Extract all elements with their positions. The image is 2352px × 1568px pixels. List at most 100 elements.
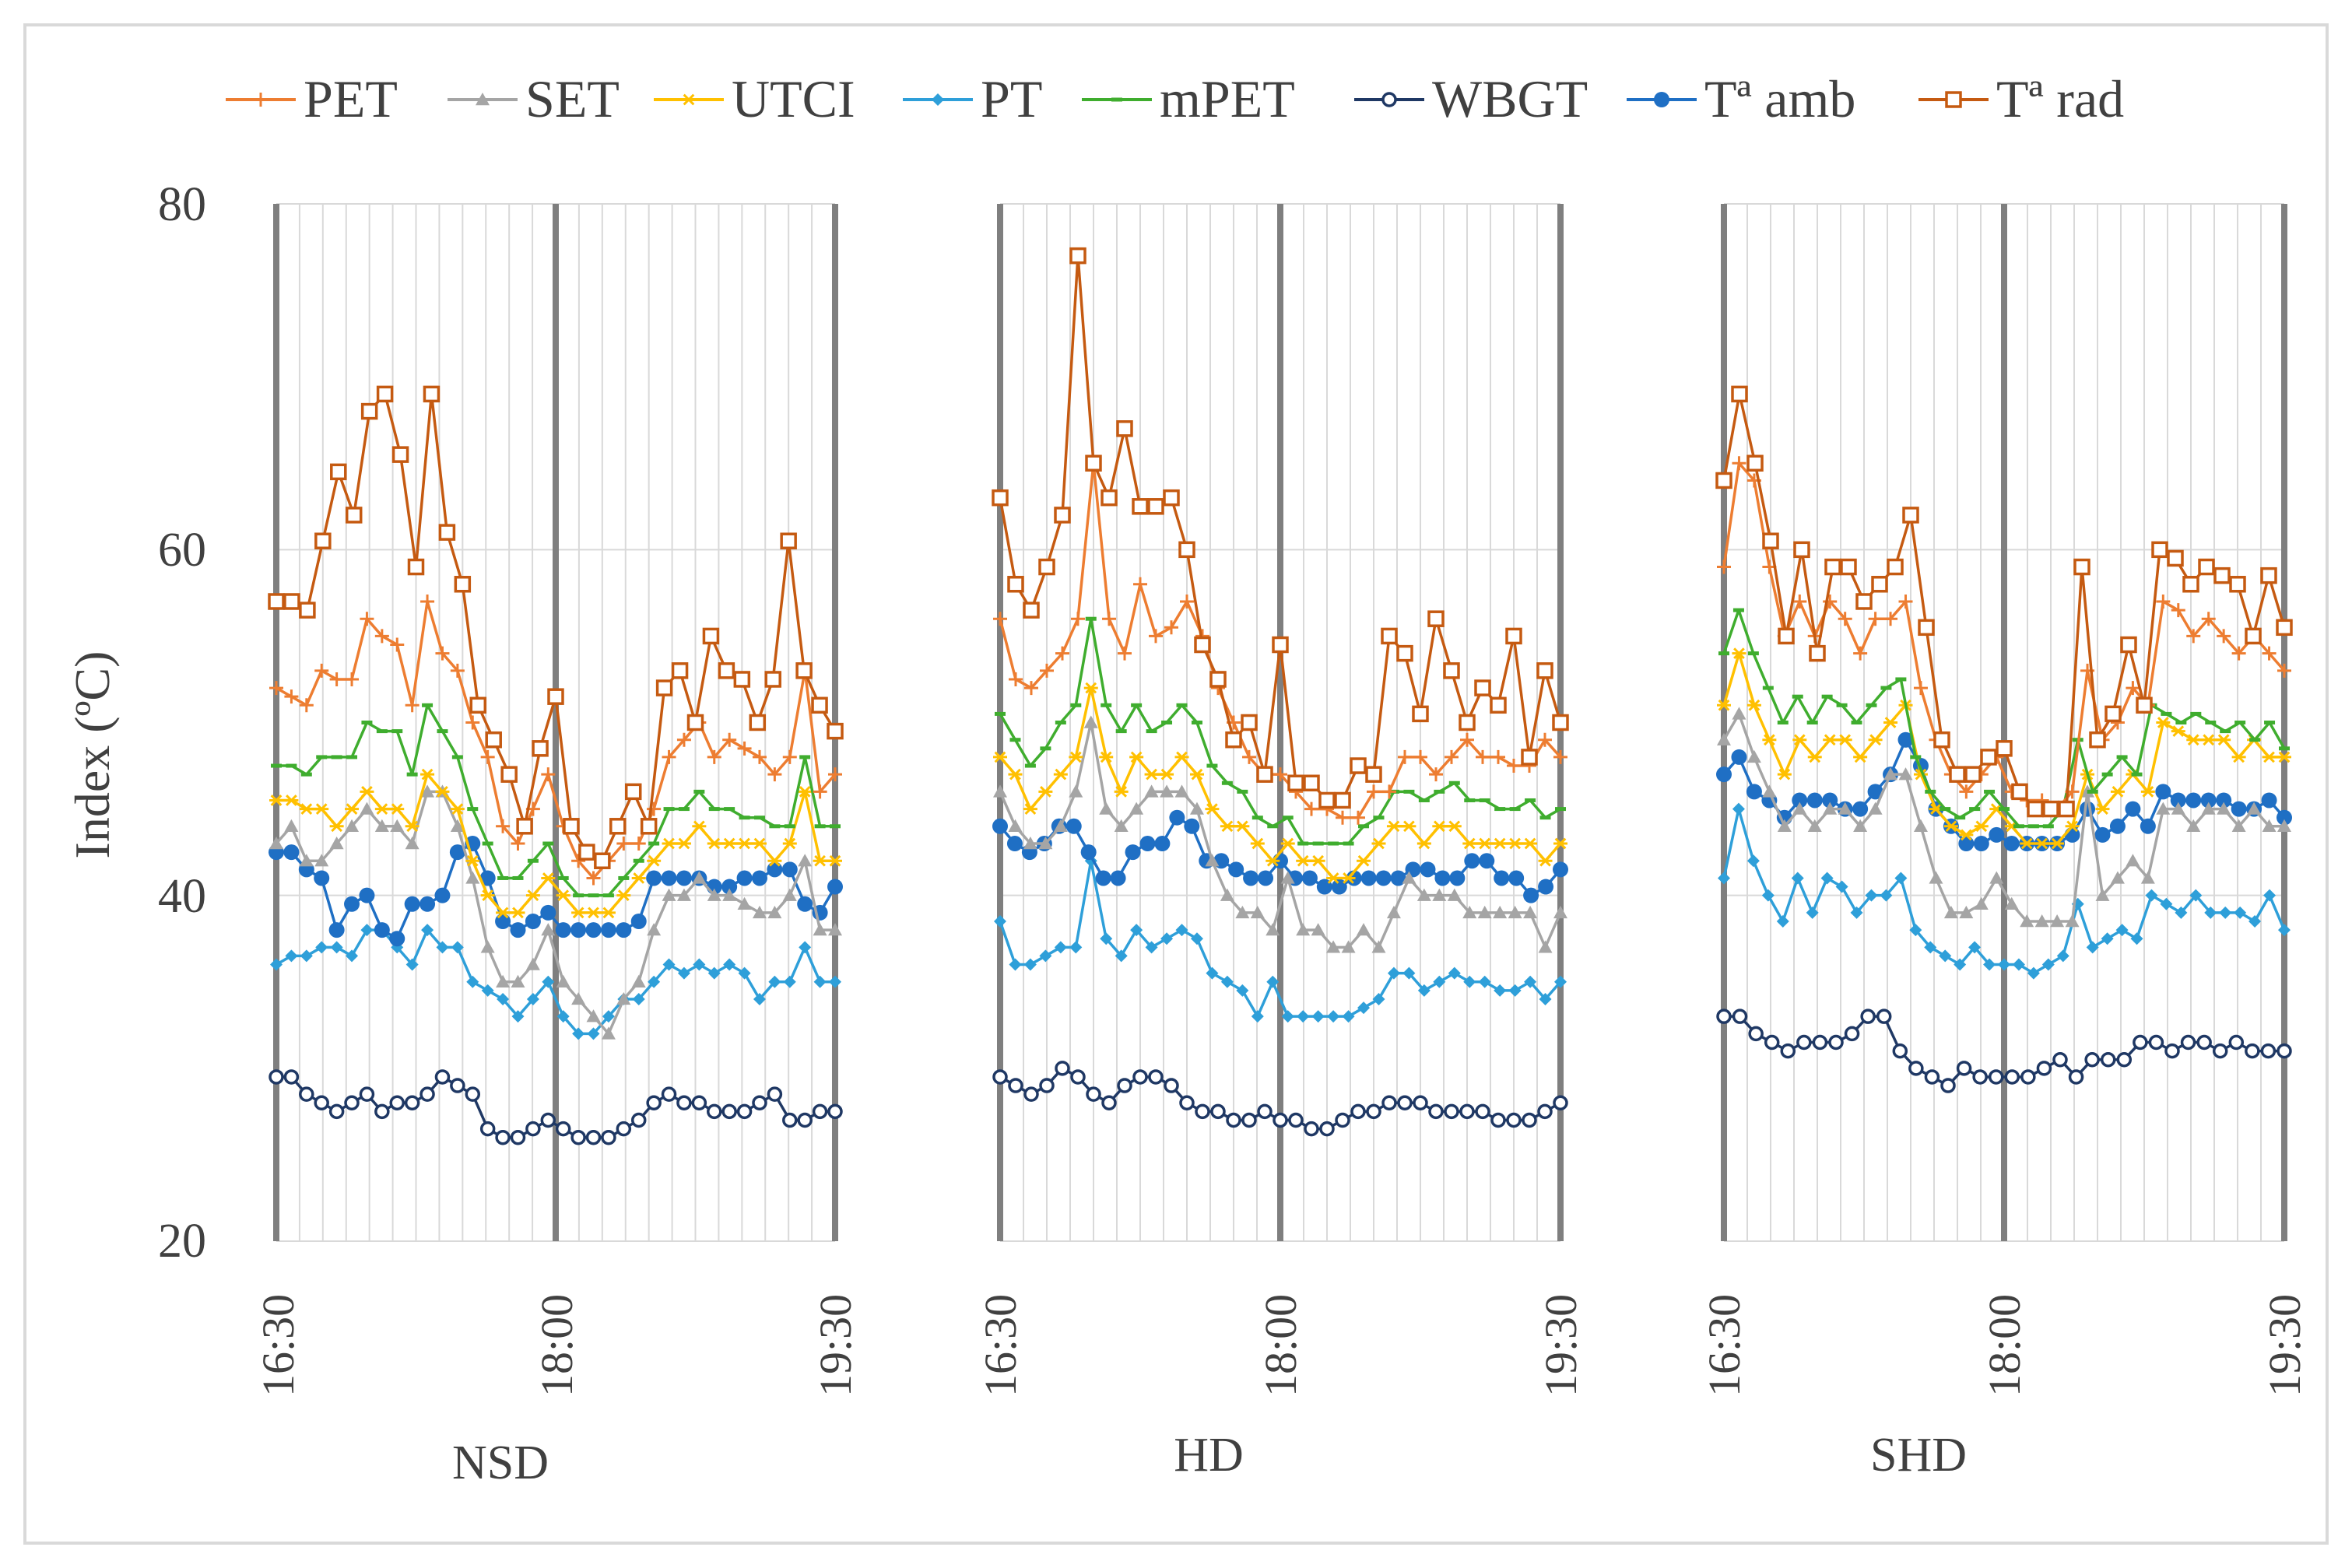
data-point: [2155, 784, 2171, 800]
data-point: [466, 975, 479, 988]
data-point: [283, 593, 300, 610]
data-point: [1447, 820, 1462, 833]
data-point: [1762, 784, 1777, 798]
data-point: [1972, 1069, 1988, 1085]
data-point: [2020, 1069, 2036, 1085]
data-point: [671, 662, 689, 679]
data-point: [993, 751, 1007, 763]
data-point: [1040, 663, 1054, 678]
data-point: [1865, 889, 1878, 902]
data-point: [764, 671, 781, 688]
panel-label-nsd: NSD: [452, 1436, 549, 1489]
data-point: [1823, 594, 1838, 609]
data-point: [1069, 784, 1083, 798]
data-point: [1508, 837, 1522, 850]
data-point: [1838, 734, 1852, 746]
data-point: [314, 1095, 329, 1111]
data-point: [1876, 1009, 1892, 1024]
data-point: [525, 957, 540, 970]
data-point: [2140, 786, 2155, 798]
data-point: [391, 446, 409, 463]
data-point: [314, 532, 332, 549]
data-point: [1102, 612, 1116, 626]
data-point: [1357, 923, 1371, 936]
x-tick-label: 18:00: [1979, 1294, 2030, 1397]
legend-item-utci: UTCI: [654, 69, 855, 128]
data-point: [2156, 717, 2171, 728]
data-point: [571, 991, 586, 1005]
data-point: [540, 1112, 556, 1128]
data-point: [1776, 914, 1789, 928]
data-point: [2095, 803, 2110, 815]
data-point: [511, 907, 525, 919]
data-point: [2263, 889, 2277, 902]
data-point: [782, 837, 797, 850]
data-point: [723, 958, 736, 971]
data-point: [450, 1078, 465, 1093]
data-point: [1508, 870, 1525, 886]
x-tick-label: 18:00: [1255, 1294, 1306, 1397]
data-point: [797, 896, 813, 912]
data-point: [1943, 905, 1958, 919]
data-point: [1220, 888, 1234, 901]
data-point: [1445, 749, 1459, 764]
data-point: [1387, 966, 1400, 980]
data-point: [2012, 958, 2025, 971]
data-point: [1508, 905, 1522, 919]
data-point: [1009, 958, 1022, 971]
data-point: [1303, 774, 1320, 792]
data-point: [419, 896, 436, 912]
data-point: [1069, 751, 1083, 763]
data-point: [1357, 854, 1371, 867]
data-point: [811, 696, 828, 714]
data-point: [1478, 975, 1491, 988]
data-point: [2247, 802, 2262, 815]
data-point: [1883, 717, 1898, 728]
data-point: [1959, 905, 1974, 919]
data-point: [767, 905, 782, 919]
data-point: [525, 889, 540, 902]
data-point: [2213, 567, 2231, 584]
data-point: [616, 837, 631, 851]
data-point: [547, 688, 564, 705]
x-tick-label: 18:00: [532, 1294, 582, 1397]
data-point: [1266, 923, 1280, 936]
data-point: [419, 1086, 435, 1102]
data-point: [1023, 803, 1037, 815]
data-point: [616, 922, 632, 938]
data-point: [1130, 924, 1143, 937]
data-point: [542, 975, 555, 988]
legend-label: PET: [304, 69, 398, 128]
data-point: [1447, 888, 1462, 901]
data-point: [1412, 705, 1429, 723]
data-point: [1959, 784, 1974, 799]
data-point: [1417, 984, 1431, 997]
data-point: [752, 749, 767, 764]
data-point: [1477, 837, 1492, 850]
data-point: [1184, 818, 1200, 834]
data-point: [782, 749, 797, 764]
data-point: [1326, 940, 1341, 953]
data-point: [570, 922, 587, 938]
data-point: [1924, 1069, 1940, 1085]
data-point: [2167, 549, 2184, 567]
data-point: [1342, 1010, 1355, 1023]
data-point: [2196, 1034, 2212, 1051]
legend-label: SET: [525, 69, 620, 128]
data-point: [1732, 707, 1746, 720]
data-point: [496, 974, 511, 987]
data-point: [1301, 870, 1318, 886]
data-point: [1148, 1069, 1164, 1085]
data-point: [1820, 872, 1834, 885]
data-point: [1180, 594, 1194, 609]
data-point: [1178, 541, 1195, 559]
data-point: [1280, 871, 1295, 884]
data-point: [751, 870, 767, 886]
data-point: [752, 1095, 767, 1111]
data-point: [828, 923, 842, 936]
x-tick-label: 16:30: [1699, 1294, 1750, 1397]
data-point: [1174, 784, 1189, 798]
data-point: [737, 741, 752, 756]
data-point: [1898, 767, 1913, 780]
data-point: [992, 489, 1009, 507]
